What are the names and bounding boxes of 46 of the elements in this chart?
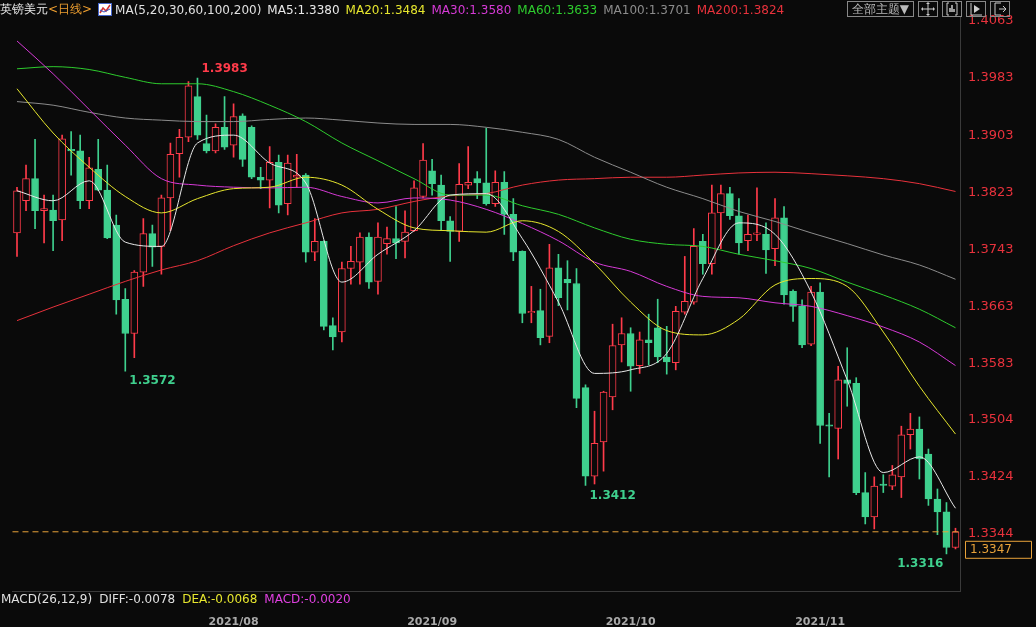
annotation: 1.3983: [201, 61, 248, 76]
annotation: 全部主题▼: [846, 1, 914, 17]
y-tick-label: 1.3344: [968, 525, 1014, 541]
text: DEA:-0.0068: [182, 592, 258, 607]
text: MA200:1.3824: [696, 2, 785, 17]
y-tick-label: 1.3504: [968, 411, 1014, 427]
x-tick-label: 2021/08: [208, 615, 259, 627]
text: MA100:1.3701: [603, 2, 691, 17]
y-tick-label: 1.3424: [968, 468, 1014, 484]
line-series: [16, 88, 956, 435]
candlestick: [680, 256, 689, 315]
x-tick-label: 2021/09: [407, 615, 458, 627]
legend-title: MA(5,20,30,60,100,200): [115, 2, 262, 17]
text: DIFF:-0.0078: [99, 592, 176, 607]
candlestick: [825, 413, 833, 478]
candlestick: [40, 194, 48, 244]
y-tick-label: 1.3743: [968, 240, 1014, 256]
ref-line-label: 1.3347: [970, 541, 1012, 556]
line-series: [16, 101, 956, 280]
candlestick: [49, 194, 57, 252]
candlestick: [744, 214, 752, 252]
candlestick: [347, 246, 355, 285]
x-tick-label: 2021/11: [795, 615, 846, 627]
line-series: [16, 40, 956, 367]
chart-subtitle: <日线>: [48, 1, 93, 18]
y-tick-label: 1.3823: [968, 183, 1014, 199]
chart-title: 英镑美元: [0, 1, 48, 18]
y-tick-label: 1.3983: [968, 69, 1014, 85]
annotation: 1.3316: [897, 556, 944, 571]
candlestick: [392, 206, 400, 259]
y-tick-label: 1.3903: [968, 126, 1014, 142]
line-series: [16, 134, 956, 509]
text: MA20:1.3484: [345, 2, 426, 17]
annotation: 1.3572: [129, 373, 176, 388]
candlestick: [753, 187, 761, 242]
text: MA5:1.3380: [267, 2, 340, 17]
text: MACD(26,12,9): [1, 592, 93, 607]
annotation: 1.3412: [589, 487, 636, 502]
text: MA60:1.3633: [517, 2, 598, 17]
y-tick-label: 1.3583: [968, 354, 1014, 370]
x-tick-label: 2021/10: [605, 615, 656, 627]
candlestick: [879, 474, 888, 493]
line-series: [16, 171, 956, 322]
text: MA30:1.3580: [431, 2, 512, 17]
y-tick-label: 1.3663: [968, 297, 1014, 313]
text: MACD:-0.0020: [264, 592, 351, 607]
